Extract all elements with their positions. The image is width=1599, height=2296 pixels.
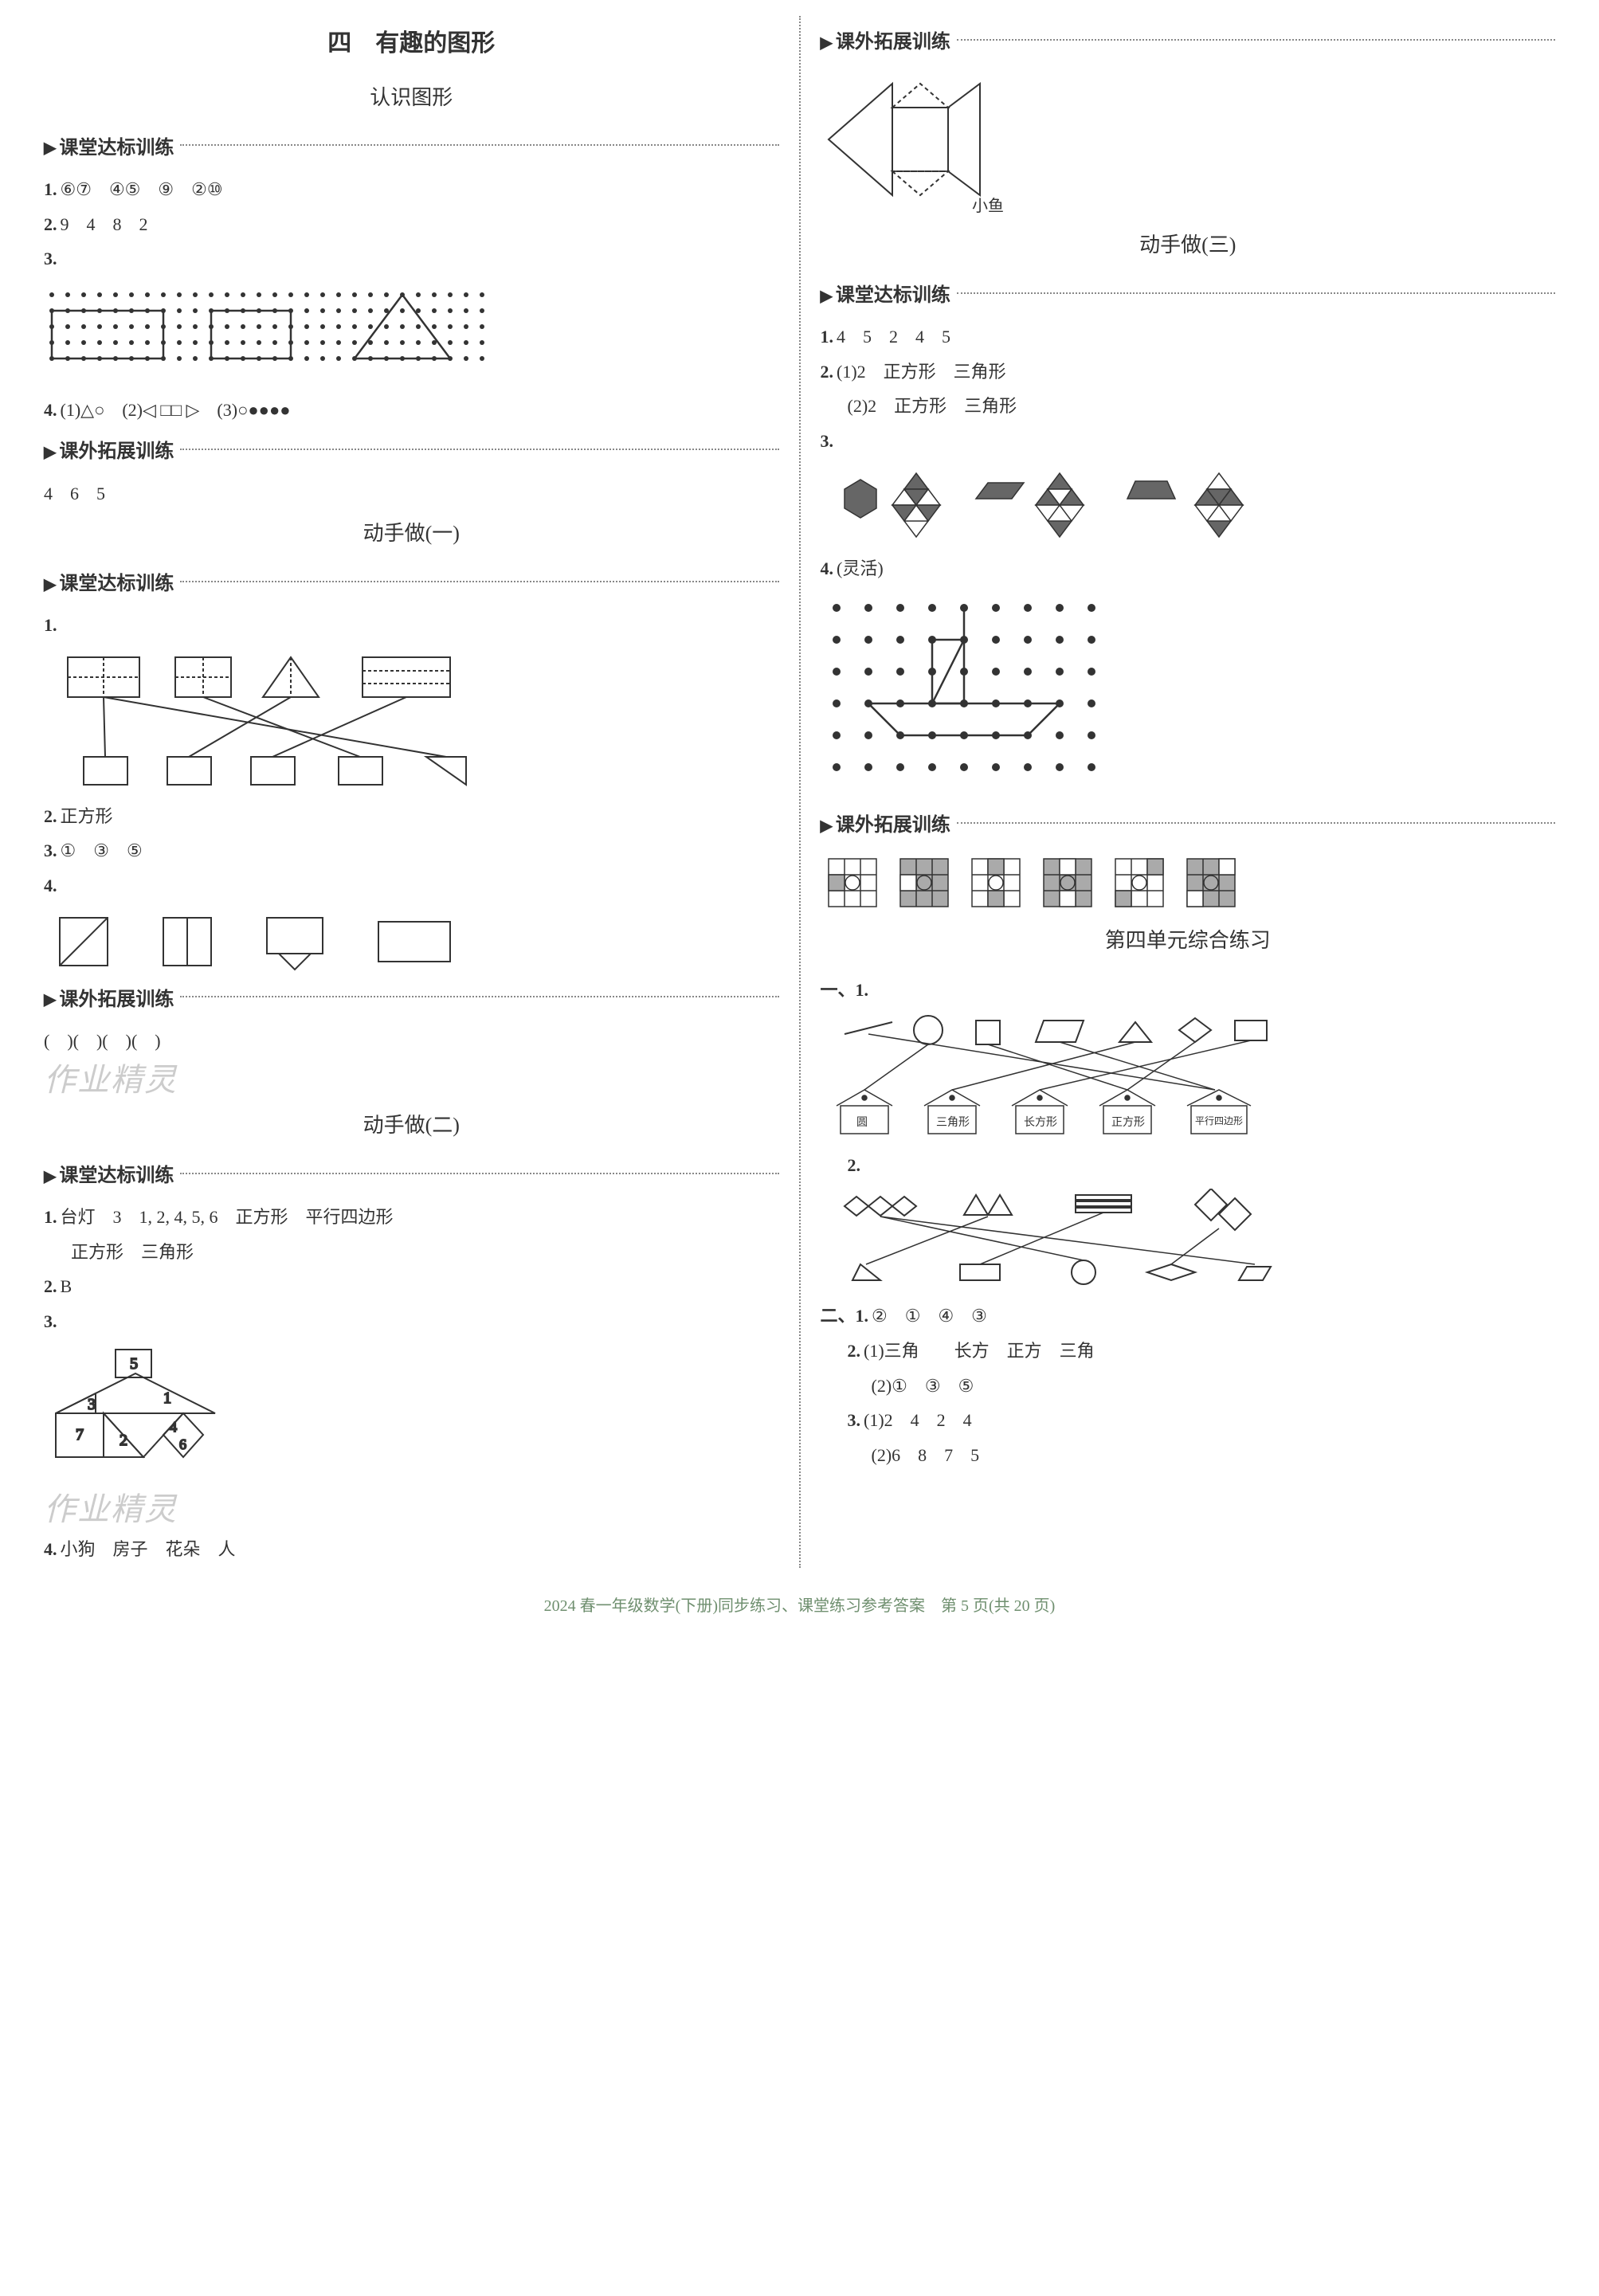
section-head-label: 课堂达标训练 [59, 567, 174, 601]
answer-line: 2.B [44, 1271, 779, 1303]
answer-line: 4.(灵活) [821, 553, 1556, 585]
h2q4-text: 小狗 房子 花朵 人 [61, 1539, 236, 1559]
tile-grid-figure [821, 851, 1556, 915]
answer-line: 1.⑥⑦ ④⑤ ⑨ ②⑩ [44, 174, 779, 206]
watermark: 作业精灵 [44, 1052, 779, 1109]
shape-match-figure-2 [821, 1189, 1556, 1292]
answer-line: 3. [44, 243, 779, 275]
h3q1-text: 4 5 2 4 5 [837, 327, 950, 347]
section-head-class: 课堂达标训练 [44, 567, 779, 601]
q3-label: 3. [44, 249, 57, 268]
unit-title: 第四单元综合练习 [821, 923, 1556, 960]
section-head-label: 课堂达标训练 [59, 131, 174, 166]
svg-text:三角形: 三角形 [936, 1116, 970, 1129]
section-subtitle: 动手做(三) [821, 227, 1556, 264]
svg-text:2: 2 [120, 1432, 127, 1449]
answer-line: 2.正方形 [44, 801, 779, 833]
h1q3-text: ① ③ ⑤ [61, 840, 143, 860]
dot-grid-figure [44, 283, 779, 386]
h2q1a-text: 台灯 3 1, 2, 4, 5, 6 正方形 平行四边形 [61, 1207, 394, 1227]
svg-text:7: 7 [76, 1426, 84, 1444]
section-head-ext: 课外拓展训练 [821, 809, 1556, 843]
shape-house-figure: 圆 三角形 长方形 正方形 平行四边形 [821, 1014, 1556, 1142]
answer-line: 3. [821, 425, 1556, 457]
u23a-text: (1)2 4 2 4 [864, 1410, 972, 1430]
svg-text:3: 3 [88, 1396, 96, 1413]
section-head-label: 课外拓展训练 [836, 25, 950, 60]
shapes-row-figure [44, 910, 779, 974]
section-head-label: 课外拓展训练 [836, 809, 950, 843]
answer-line: (2)① ③ ⑤ [821, 1370, 1556, 1402]
h3q4-prefix: (灵活) [837, 558, 884, 578]
section-subtitle: 认识图形 [44, 80, 779, 117]
section-head-label: 课堂达标训练 [59, 1159, 174, 1193]
answer-line: 一、1. [821, 974, 1556, 1006]
matching-figure [44, 649, 779, 793]
fish-figure: 小鱼 [821, 68, 1556, 219]
answer-line: 2.(1)2 正方形 三角形 [821, 356, 1556, 388]
h1q4-label: 4. [44, 876, 57, 895]
answer-line: 2.9 4 8 2 [44, 209, 779, 241]
h2q2-text: B [61, 1276, 73, 1296]
answer-line: 1.台灯 3 1, 2, 4, 5, 6 正方形 平行四边形 [44, 1201, 779, 1233]
svg-text:正方形: 正方形 [1111, 1116, 1145, 1129]
svg-text:平行四边形: 平行四边形 [1195, 1115, 1243, 1126]
section-head-ext: 课外拓展训练 [821, 25, 1556, 60]
answer-line: 正方形 三角形 [44, 1236, 779, 1268]
tangram-house-figure: 5 1 3 7 2 4 6 [44, 1346, 779, 1481]
section-head-class: 课堂达标训练 [821, 279, 1556, 313]
section-head-ext: 课外拓展训练 [44, 435, 779, 469]
svg-text:1: 1 [163, 1389, 171, 1407]
answer-line: 4 6 5 [44, 478, 779, 510]
chapter-title: 四 有趣的图形 [44, 22, 779, 65]
svg-text:5: 5 [130, 1355, 138, 1373]
q1-text: ⑥⑦ ④⑤ ⑨ ②⑩ [61, 179, 223, 199]
section-head-label: 课外拓展训练 [59, 983, 174, 1017]
answer-line: 3.(1)2 4 2 4 [821, 1405, 1556, 1436]
h3q3-label: 3. [821, 431, 834, 451]
answer-line: 4.(1)△○ (2)◁ □□ ▷ (3)○●●●● [44, 394, 779, 426]
svg-text:6: 6 [179, 1436, 186, 1452]
answer-line: 2.(1)三角 长方 正方 三角 [821, 1335, 1556, 1367]
answer-line: (2)6 8 7 5 [821, 1440, 1556, 1471]
u21-text: ② ① ④ ③ [872, 1306, 987, 1326]
fish-label: 小鱼 [972, 197, 1004, 215]
h2q3-label: 3. [44, 1311, 57, 1331]
triangle-fish-figure [821, 465, 1556, 545]
section-head-label: 课堂达标训练 [836, 279, 950, 313]
section-head-class: 课堂达标训练 [44, 1159, 779, 1193]
section-head-label: 课外拓展训练 [59, 435, 174, 469]
answer-line: 4. [44, 870, 779, 902]
answer-line: 2. [821, 1150, 1556, 1181]
answer-line: 3. [44, 1306, 779, 1338]
u1-label: 一、1. [821, 980, 869, 1000]
h1q2-text: 正方形 [61, 806, 113, 826]
q4-text: (1)△○ (2)◁ □□ ▷ (3)○●●●● [61, 400, 291, 420]
section-head-class: 课堂达标训练 [44, 131, 779, 166]
u22a-text: (1)三角 长方 正方 三角 [864, 1341, 1095, 1361]
answer-line: 1. [44, 609, 779, 641]
answer-line: (2)2 正方形 三角形 [821, 390, 1556, 422]
u2-label: 二、1. [821, 1306, 869, 1326]
answer-line: 二、1.② ① ④ ③ [821, 1300, 1556, 1332]
page-footer: 2024 春一年级数学(下册)同步练习、课堂练习参考答案 第 5 页(共 20 … [24, 1592, 1575, 1620]
section-head-ext: 课外拓展训练 [44, 983, 779, 1017]
answer-line: 3.① ③ ⑤ [44, 835, 779, 867]
q2-text: 9 4 8 2 [61, 214, 148, 234]
svg-text:长方形: 长方形 [1024, 1116, 1057, 1129]
answer-line: 1.4 5 2 4 5 [821, 321, 1556, 353]
section-subtitle: 动手做(一) [44, 515, 779, 553]
answer-line: 4.小狗 房子 花朵 人 [44, 1534, 779, 1565]
boat-dot-figure [821, 592, 1556, 799]
watermark: 作业精灵 [44, 1481, 779, 1538]
svg-text:圆: 圆 [856, 1117, 868, 1129]
section-subtitle: 动手做(二) [44, 1107, 779, 1145]
u12-label: 2. [848, 1155, 861, 1175]
svg-text:4: 4 [170, 1419, 177, 1435]
h3q2a-text: (1)2 正方形 三角形 [837, 362, 1006, 382]
h1q1-label: 1. [44, 615, 57, 635]
